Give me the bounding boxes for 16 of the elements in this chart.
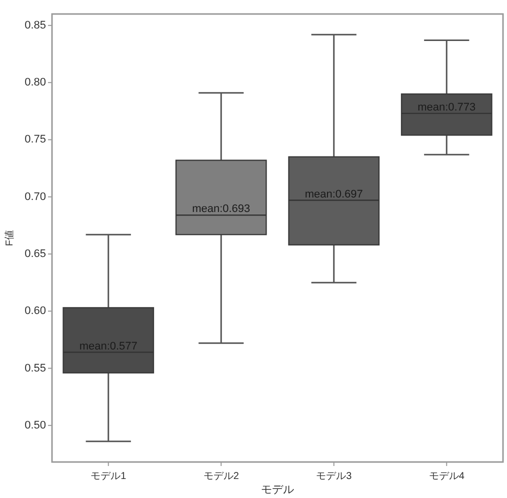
y-tick-label: 0.75 — [24, 134, 46, 146]
x-tick-label: モデル1 — [90, 471, 127, 482]
x-axis-title: モデル — [261, 484, 294, 496]
x-tick-label: モデル4 — [428, 471, 465, 482]
y-tick-label: 0.50 — [24, 419, 46, 432]
y-tick-label: 0.85 — [24, 19, 46, 32]
x-tick-label: モデル2 — [203, 471, 240, 482]
annotation: mean:0.697 — [304, 188, 363, 200]
y-axis-title: F値 — [4, 230, 16, 246]
y-tick-label: 0.70 — [24, 190, 46, 203]
y-tick-label: 0.80 — [24, 76, 46, 89]
x-tick-label: モデル3 — [316, 471, 352, 482]
y-tick-label: 0.55 — [24, 362, 46, 374]
annotation: mean:0.693 — [192, 203, 250, 216]
y-tick-label: 0.65 — [24, 248, 46, 260]
y-tick-label: 0.60 — [24, 305, 46, 318]
